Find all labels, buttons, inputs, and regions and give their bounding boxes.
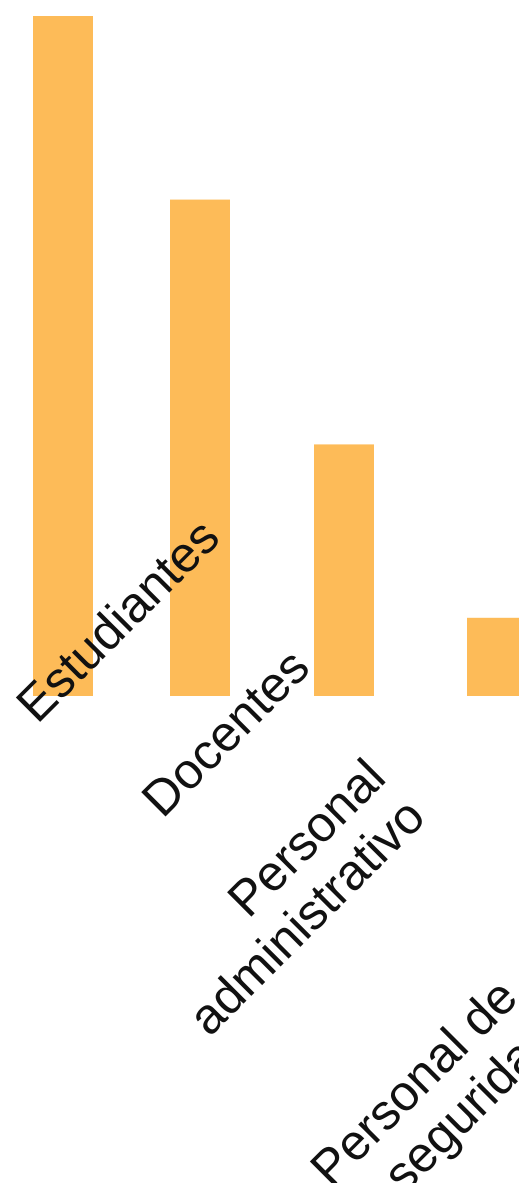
category-label-personal-de-seguridad: Personal deseguridad — [299, 968, 519, 1183]
bar-docentes — [170, 199, 230, 696]
bar-personal-de-seguridad — [467, 617, 519, 696]
bars-group — [33, 16, 519, 696]
bar-personal-administrativo — [314, 444, 374, 696]
bar-estudiantes — [33, 16, 93, 696]
